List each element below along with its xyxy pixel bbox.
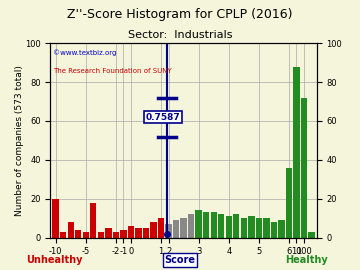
Bar: [263, 218, 270, 238]
Text: Z''-Score Histogram for CPLP (2016): Z''-Score Histogram for CPLP (2016): [67, 8, 293, 21]
Bar: [233, 214, 239, 238]
Bar: [218, 214, 224, 238]
Bar: [82, 232, 89, 238]
Text: ©www.textbiz.org: ©www.textbiz.org: [53, 49, 116, 56]
Bar: [150, 222, 157, 238]
Text: Healthy: Healthy: [285, 255, 327, 265]
Bar: [195, 210, 202, 238]
Bar: [158, 218, 164, 238]
Bar: [226, 216, 232, 238]
Bar: [271, 222, 277, 238]
Text: Score: Score: [165, 255, 195, 265]
Bar: [308, 232, 315, 238]
Bar: [113, 232, 119, 238]
Bar: [98, 232, 104, 238]
Text: 0.7587: 0.7587: [145, 113, 180, 122]
Bar: [180, 218, 187, 238]
Bar: [211, 212, 217, 238]
Bar: [75, 230, 81, 238]
Bar: [286, 168, 292, 238]
Bar: [173, 220, 179, 238]
Bar: [278, 220, 285, 238]
Y-axis label: Number of companies (573 total): Number of companies (573 total): [14, 65, 23, 216]
Bar: [248, 216, 255, 238]
Bar: [68, 222, 74, 238]
Bar: [143, 228, 149, 238]
Bar: [240, 218, 247, 238]
Bar: [293, 66, 300, 238]
Text: The Research Foundation of SUNY: The Research Foundation of SUNY: [53, 69, 172, 75]
Bar: [53, 199, 59, 238]
Bar: [90, 202, 96, 238]
Bar: [128, 226, 134, 238]
Bar: [165, 224, 172, 238]
Text: Sector:  Industrials: Sector: Industrials: [128, 30, 232, 40]
Text: Unhealthy: Unhealthy: [26, 255, 82, 265]
Bar: [188, 214, 194, 238]
Bar: [120, 230, 127, 238]
Bar: [256, 218, 262, 238]
Bar: [105, 228, 112, 238]
Bar: [203, 212, 210, 238]
Bar: [60, 232, 66, 238]
Bar: [135, 228, 141, 238]
Bar: [301, 98, 307, 238]
